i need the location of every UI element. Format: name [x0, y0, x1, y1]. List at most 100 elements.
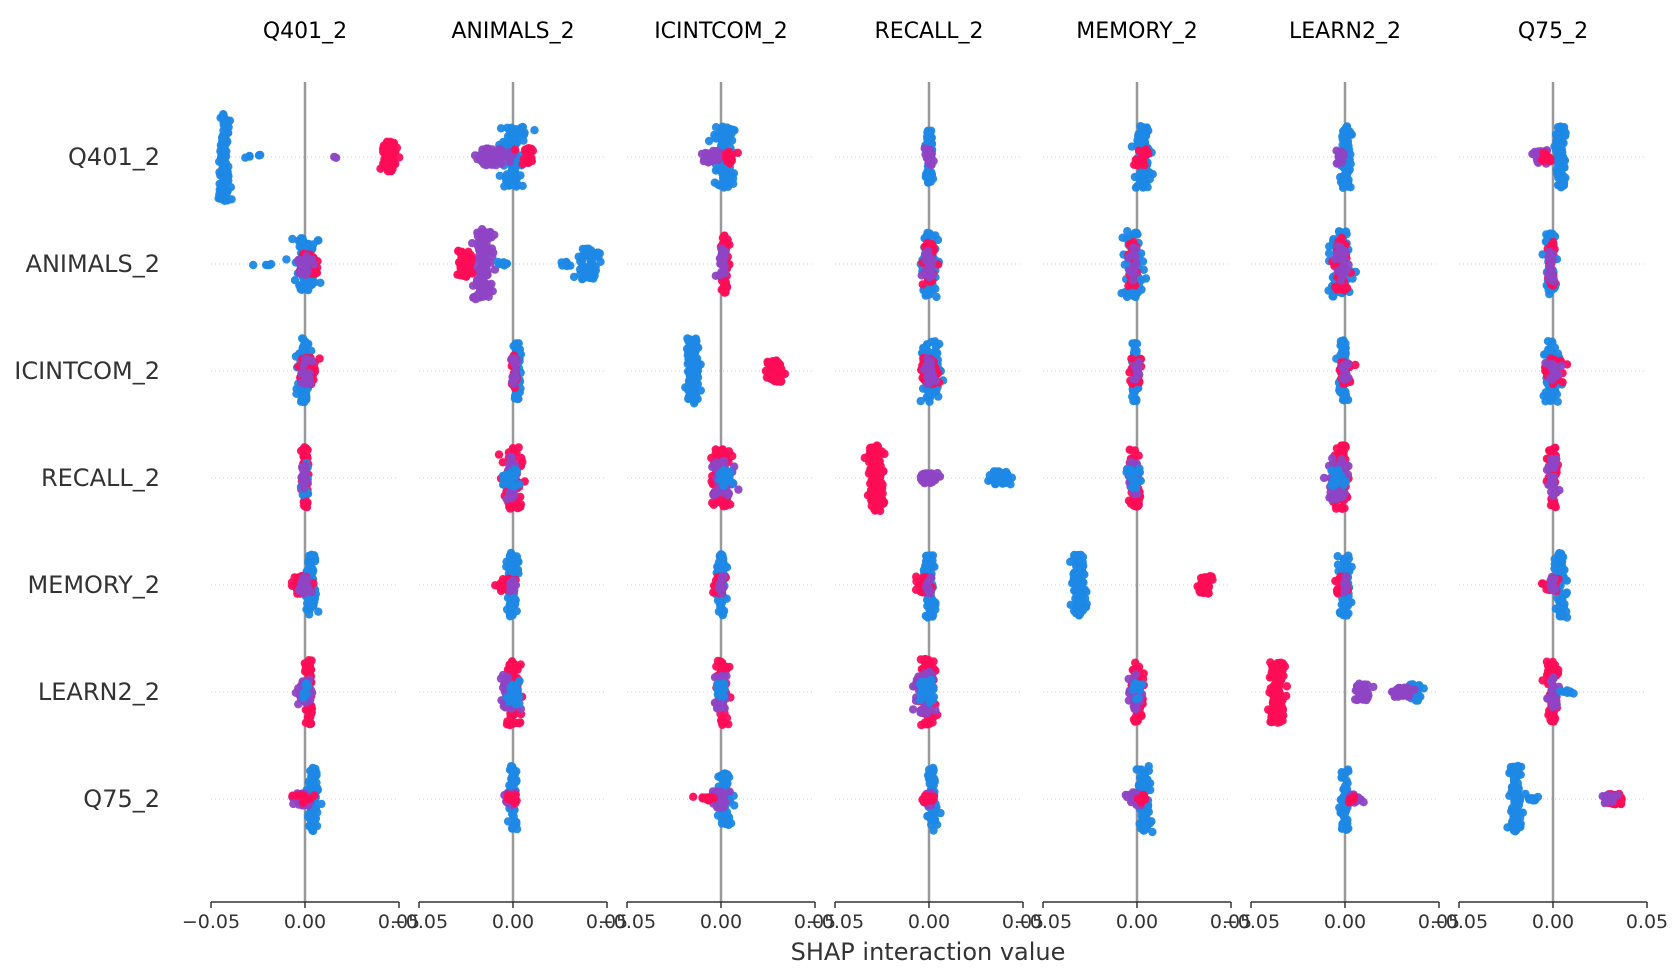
cell-MEMORY_2-x-MEMORY_2	[1066, 550, 1217, 620]
data-point	[926, 602, 936, 611]
data-point	[924, 128, 933, 137]
data-point	[301, 473, 310, 482]
data-point	[1557, 361, 1566, 371]
data-point	[312, 268, 322, 277]
data-point	[527, 156, 536, 166]
cell-MEMORY_2-x-Q75_2	[1537, 549, 1572, 622]
data-point	[483, 154, 493, 163]
data-point	[1559, 123, 1569, 132]
data-point	[932, 292, 941, 302]
data-point	[923, 373, 932, 382]
data-point	[715, 497, 724, 507]
data-point	[496, 583, 505, 592]
data-point	[926, 393, 935, 402]
data-point	[483, 288, 493, 297]
data-point	[1562, 613, 1572, 622]
data-point	[1338, 180, 1348, 189]
cell-ICINTCOM_2-x-LEARN2_2	[1332, 336, 1360, 405]
data-point	[302, 252, 312, 261]
data-point	[305, 610, 314, 619]
data-point	[1339, 554, 1349, 564]
cell-Q401_2-x-Q75_2	[1528, 122, 1570, 192]
cell-MEMORY_2-x-ICINTCOM_2	[709, 550, 732, 620]
data-point	[288, 234, 297, 244]
data-point	[994, 467, 1003, 476]
data-point	[1549, 461, 1558, 470]
data-point	[1550, 488, 1560, 497]
cell-Q401_2-x-ANIMALS_2	[470, 122, 539, 191]
data-point	[1337, 276, 1346, 285]
data-point	[1558, 154, 1568, 163]
data-point	[512, 606, 521, 616]
data-point	[687, 391, 696, 400]
data-point	[297, 578, 306, 588]
data-point	[1334, 158, 1343, 167]
data-point	[718, 259, 727, 268]
data-point	[516, 502, 525, 512]
cell-ANIMALS_2-x-Q401_2	[249, 234, 325, 295]
data-point	[708, 498, 717, 507]
data-point	[1198, 581, 1208, 591]
data-point	[763, 357, 772, 366]
data-point	[1131, 497, 1140, 506]
cell-RECALL_2-x-ICINTCOM_2	[707, 445, 743, 511]
data-point	[1547, 572, 1557, 582]
data-point	[927, 254, 936, 264]
data-point	[874, 457, 883, 466]
data-point	[1337, 441, 1346, 450]
data-point	[519, 154, 529, 164]
data-point	[1539, 149, 1548, 158]
data-point	[296, 238, 305, 247]
data-point	[719, 169, 729, 179]
data-point	[1330, 470, 1339, 479]
data-point	[488, 252, 497, 261]
data-point	[1208, 575, 1217, 584]
data-point	[1551, 130, 1561, 139]
data-point	[512, 552, 521, 561]
data-point	[697, 149, 707, 159]
data-point	[923, 270, 932, 279]
data-point	[769, 366, 778, 375]
data-point	[717, 588, 726, 598]
data-point	[299, 692, 309, 701]
data-point	[1129, 243, 1138, 252]
data-point	[699, 157, 709, 166]
cell-Q401_2-x-RECALL_2	[920, 126, 938, 187]
data-point	[1141, 145, 1151, 154]
data-point	[1560, 162, 1569, 171]
cell-Q401_2-x-Q401_2	[214, 110, 404, 205]
data-point	[502, 605, 512, 614]
data-point	[874, 501, 884, 510]
data-point	[513, 565, 523, 574]
data-point	[1543, 337, 1553, 346]
data-point	[1339, 132, 1349, 141]
data-point	[1336, 147, 1345, 156]
data-point	[496, 674, 506, 683]
data-point	[1138, 183, 1148, 192]
data-point	[576, 257, 585, 266]
data-point	[261, 260, 271, 270]
data-point	[299, 501, 309, 510]
data-point	[496, 124, 506, 133]
data-point	[502, 562, 511, 571]
data-point	[249, 260, 258, 270]
data-point	[1117, 289, 1126, 298]
data-point	[299, 361, 308, 370]
data-point	[922, 469, 931, 478]
cell-LEARN2_2-x-Q401_2	[291, 656, 317, 729]
data-point	[1069, 574, 1079, 583]
data-point	[256, 150, 265, 160]
data-point	[1335, 608, 1345, 617]
data-point	[1544, 253, 1553, 262]
data-point	[872, 445, 881, 454]
data-point	[705, 157, 715, 166]
data-point	[515, 480, 524, 489]
cell-RECALL_2-x-MEMORY_2	[1122, 445, 1146, 511]
data-point	[307, 346, 316, 355]
data-point	[473, 277, 483, 286]
data-point	[486, 227, 495, 237]
data-point	[512, 173, 522, 183]
data-point	[530, 126, 539, 135]
data-point	[728, 478, 738, 488]
data-point	[728, 174, 738, 183]
